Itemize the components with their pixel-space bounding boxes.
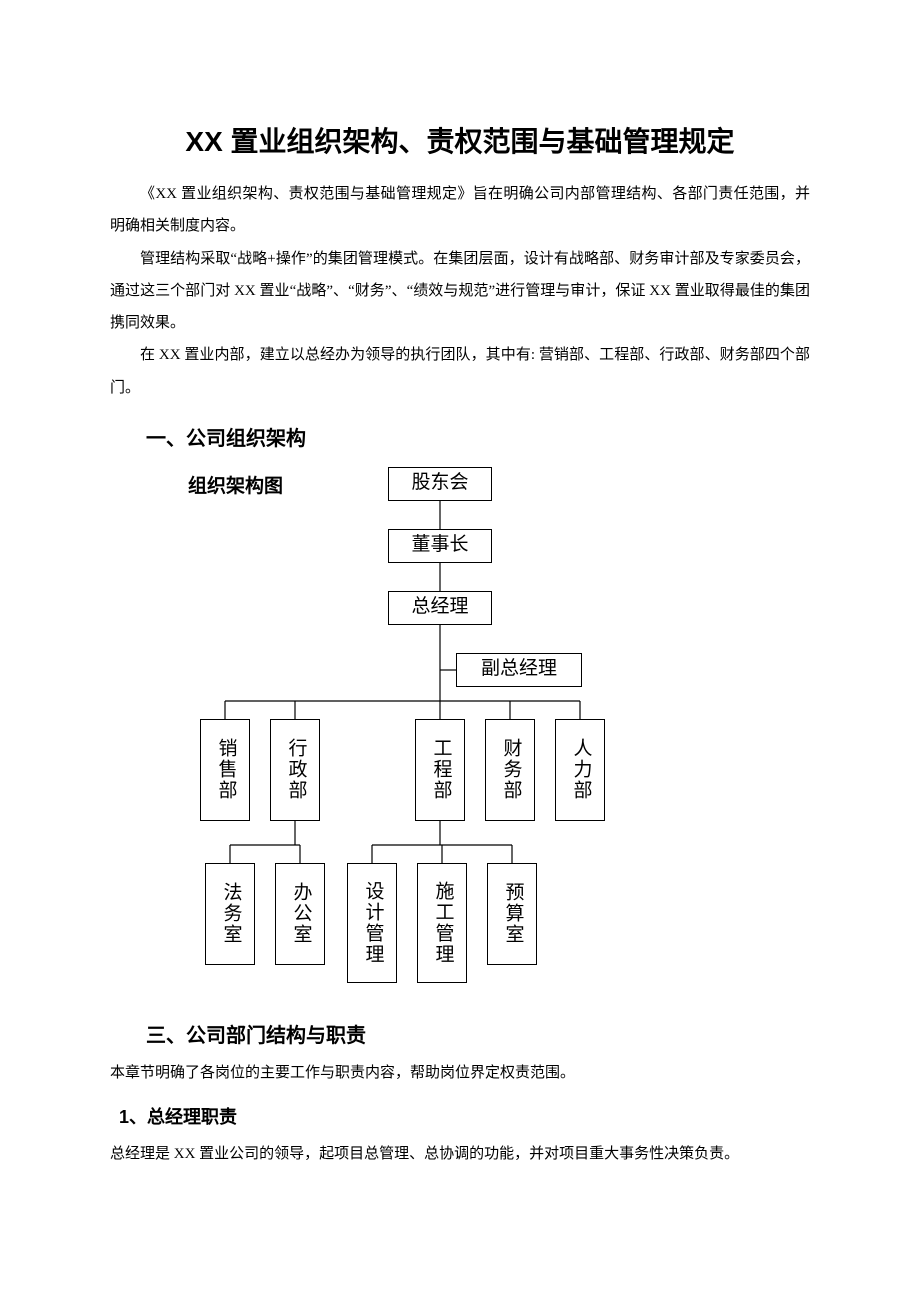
section-heading-3: 三、公司部门结构与职责	[110, 1019, 810, 1048]
org-node-d1: 销售部	[200, 719, 250, 821]
section3-intro: 本章节明确了各岗位的主要工作与职责内容，帮助岗位界定权责范围。	[110, 1058, 810, 1090]
org-node-d3: 工程部	[415, 719, 465, 821]
org-node-n4: 副总经理	[456, 653, 582, 687]
org-node-d4: 财务部	[485, 719, 535, 821]
org-node-d2: 行政部	[270, 719, 320, 821]
org-node-s4: 施工管理	[417, 863, 467, 983]
section-heading-1: 一、公司组织架构	[110, 422, 810, 451]
intro-paragraph-2: 管理结构采取“战略+操作”的集团管理模式。在集团层面，设计有战略部、财务审计部及…	[110, 243, 810, 340]
org-node-d5: 人力部	[555, 719, 605, 821]
org-node-s1: 法务室	[205, 863, 255, 965]
org-chart: 组织架构图 股东会董事长总经理副总经理销售部行政部 工程部财务部人力部法务室办公室…	[110, 461, 810, 1001]
org-chart-label: 组织架构图	[188, 471, 283, 498]
org-node-s2: 办公室	[275, 863, 325, 965]
document-page: XX 置业组织架构、责权范围与基础管理规定 《XX 置业组织架构、责权范围与基础…	[0, 0, 920, 1171]
subsection1-text: 总经理是 XX 置业公司的领导，起项目总管理、总协调的功能，并对项目重大事务性决…	[110, 1139, 810, 1171]
intro-paragraph-3: 在 XX 置业内部，建立以总经办为领导的执行团队，其中有: 营销部、工程部、行政…	[110, 339, 810, 404]
subsection-heading-1: 1、总经理职责	[110, 1103, 810, 1129]
intro-paragraph-1: 《XX 置业组织架构、责权范围与基础管理规定》旨在明确公司内部管理结构、各部门责…	[110, 178, 810, 243]
org-node-s5: 预算室	[487, 863, 537, 965]
org-node-s3: 设计管理	[347, 863, 397, 983]
org-node-n1: 股东会	[388, 467, 492, 501]
document-title: XX 置业组织架构、责权范围与基础管理规定	[110, 120, 810, 160]
org-node-n2: 董事长	[388, 529, 492, 563]
org-node-n3: 总经理	[388, 591, 492, 625]
